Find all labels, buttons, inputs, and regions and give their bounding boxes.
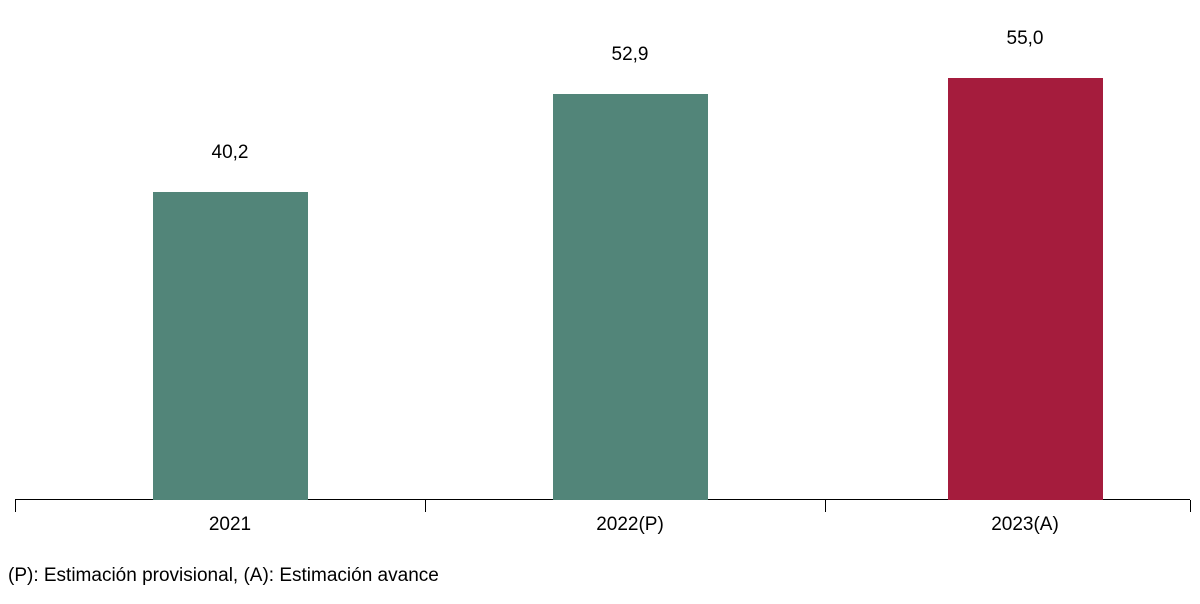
x-axis-labels: 2021 2022(P) 2023(A): [0, 500, 1200, 540]
chart-footnote: (P): Estimación provisional, (A): Estima…: [8, 565, 439, 587]
x-axis-category-label: 2022(P): [596, 514, 664, 536]
bar: [553, 94, 708, 500]
x-axis-category-label: 2023(A): [991, 514, 1059, 536]
x-axis-category-label: 2021: [209, 514, 251, 536]
bar: [948, 78, 1103, 500]
bar-value-label: 52,9: [612, 44, 649, 66]
bar: [153, 192, 308, 500]
bar-value-label: 55,0: [1007, 28, 1044, 50]
bar-value-label: 40,2: [212, 142, 249, 164]
bar-chart: 40,2 52,9 55,0: [0, 0, 1200, 500]
